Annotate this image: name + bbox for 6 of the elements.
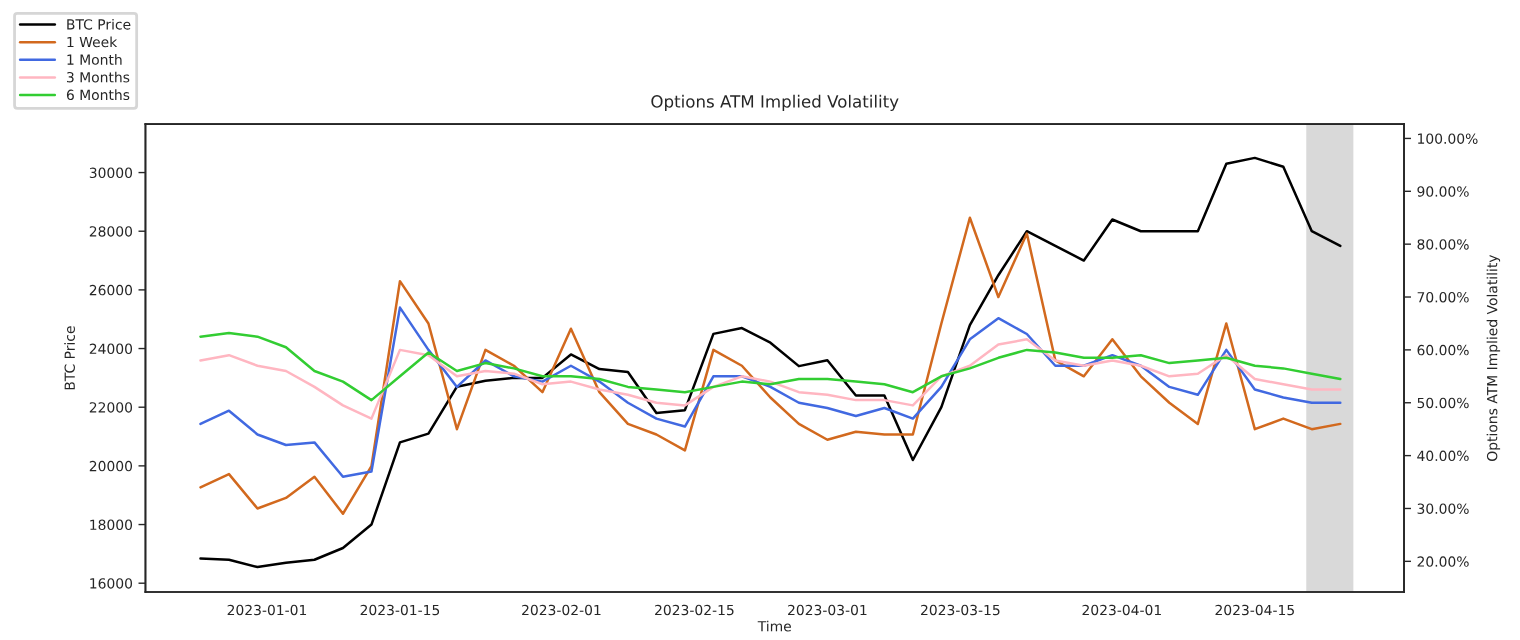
line-series	[199, 216, 1342, 516]
chart-title: Options ATM Implied Volatility	[651, 94, 899, 111]
line-series	[199, 331, 1342, 402]
line-series	[199, 306, 1342, 479]
line-series	[199, 156, 1342, 569]
line-series	[199, 338, 1342, 420]
